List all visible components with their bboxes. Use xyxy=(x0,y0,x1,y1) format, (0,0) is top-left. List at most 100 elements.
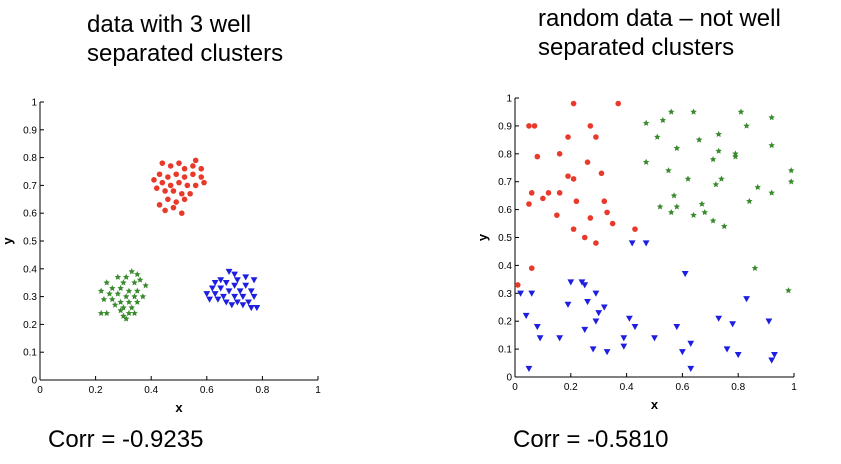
data-point xyxy=(656,203,664,210)
data-point xyxy=(184,182,191,189)
data-point xyxy=(225,268,233,275)
x-tick-label: 0.2 xyxy=(564,382,578,393)
data-point xyxy=(592,290,600,297)
data-point xyxy=(245,299,252,306)
data-point xyxy=(528,265,535,271)
data-point xyxy=(595,310,603,317)
data-point xyxy=(679,349,686,356)
data-point xyxy=(250,293,258,300)
data-point xyxy=(190,163,196,169)
data-point xyxy=(103,309,110,317)
data-point xyxy=(159,179,166,186)
data-point xyxy=(106,290,113,297)
data-point xyxy=(233,277,241,284)
data-point xyxy=(125,298,133,305)
y-tick-label: 1 xyxy=(506,94,512,105)
data-point xyxy=(136,276,144,283)
data-point xyxy=(165,196,171,203)
data-point xyxy=(131,293,138,300)
data-point xyxy=(131,279,138,286)
data-point xyxy=(190,171,196,178)
data-point xyxy=(712,181,720,188)
data-point xyxy=(225,288,233,295)
data-point xyxy=(239,293,247,300)
x-tick-label: 0 xyxy=(512,382,518,393)
data-point xyxy=(609,220,616,227)
data-point xyxy=(723,346,731,353)
data-point xyxy=(593,134,599,140)
y-tick-label: 0.9 xyxy=(23,125,37,136)
data-point xyxy=(603,349,611,356)
data-point xyxy=(620,335,628,342)
y-tick-label: 0.4 xyxy=(498,261,512,272)
y-tick-label: 0.1 xyxy=(498,345,512,356)
data-point xyxy=(178,210,185,216)
data-point xyxy=(625,315,633,322)
data-point xyxy=(601,198,608,205)
y-tick-label: 0.8 xyxy=(498,149,512,160)
data-point xyxy=(701,208,708,216)
data-point xyxy=(120,312,127,319)
data-point xyxy=(632,226,638,232)
data-point xyxy=(570,100,577,107)
data-point xyxy=(545,190,552,196)
data-point xyxy=(787,167,795,174)
data-point xyxy=(768,114,775,121)
data-point xyxy=(114,290,122,297)
data-point xyxy=(522,312,530,320)
data-point xyxy=(114,273,122,280)
data-point xyxy=(587,123,594,129)
data-point xyxy=(665,167,672,174)
data-point xyxy=(746,197,753,204)
data-point xyxy=(581,234,588,241)
data-point xyxy=(787,178,795,185)
data-point xyxy=(159,160,166,166)
x-tick-label: 0.8 xyxy=(731,382,745,393)
data-point xyxy=(604,209,610,216)
data-point xyxy=(173,199,180,205)
data-point xyxy=(581,326,589,333)
data-point xyxy=(687,340,695,347)
data-point xyxy=(109,284,116,292)
data-point xyxy=(771,351,778,359)
data-point xyxy=(528,290,536,297)
data-point xyxy=(534,153,541,160)
x-tick-label: 0 xyxy=(37,385,43,396)
corr-text-left: Corr = -0.9235 xyxy=(48,426,204,453)
data-point xyxy=(217,277,225,284)
data-point xyxy=(754,183,761,191)
data-point xyxy=(668,108,675,115)
data-point xyxy=(111,301,119,308)
y-tick-label: 0.8 xyxy=(23,153,37,164)
x-tick-label: 0.8 xyxy=(255,385,269,396)
data-point xyxy=(156,171,163,178)
data-point xyxy=(128,304,135,311)
data-point xyxy=(670,192,678,199)
data-point xyxy=(564,301,572,308)
y-tick-label: 0.5 xyxy=(498,233,512,244)
data-point xyxy=(615,100,622,107)
data-point xyxy=(729,321,737,328)
data-point xyxy=(122,315,130,322)
x-tick-label: 0.4 xyxy=(144,385,158,396)
x-tick-label: 0.6 xyxy=(675,382,689,393)
data-point xyxy=(228,302,236,309)
y-tick-label: 0.1 xyxy=(23,348,37,359)
data-point xyxy=(250,277,258,284)
data-point xyxy=(211,291,219,298)
data-point xyxy=(165,174,171,180)
data-point xyxy=(167,182,174,189)
y-tick-label: 0.9 xyxy=(498,121,512,132)
data-point xyxy=(233,299,241,306)
data-point xyxy=(109,295,116,303)
data-point xyxy=(162,188,168,194)
data-point xyxy=(176,179,182,186)
data-point xyxy=(631,324,639,331)
data-point xyxy=(203,291,211,298)
data-point xyxy=(659,116,667,124)
data-point xyxy=(122,293,130,300)
chart-title-left: data with 3 well separated clusters xyxy=(87,11,284,67)
y-tick-label: 0.3 xyxy=(23,292,37,303)
series-2-left xyxy=(203,268,261,312)
